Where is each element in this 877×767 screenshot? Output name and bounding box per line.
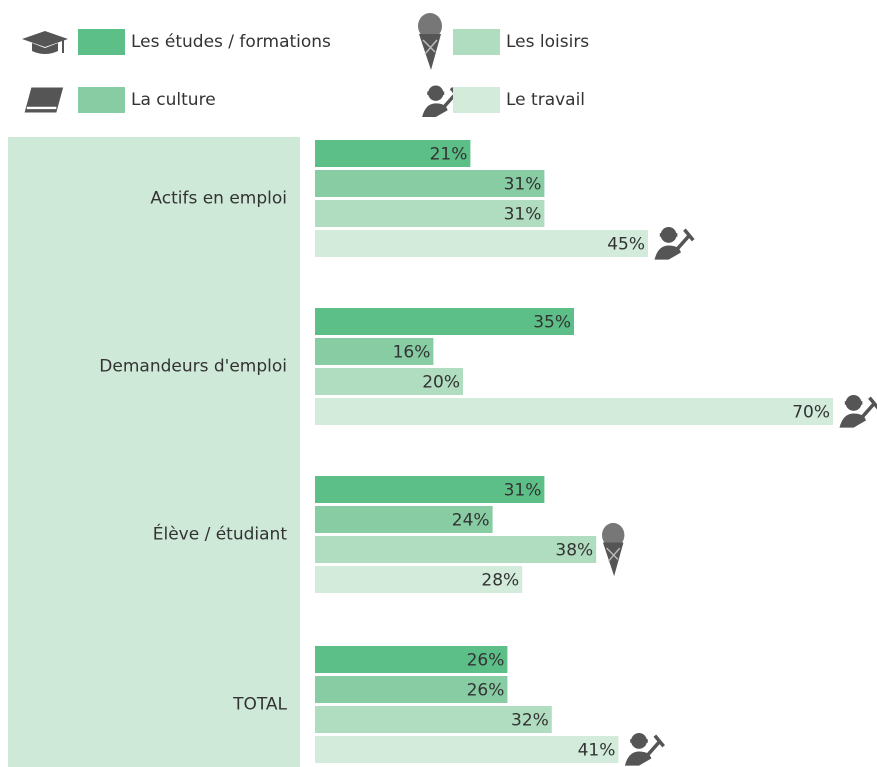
- icon: [23, 86, 65, 114]
- bar: [315, 706, 552, 733]
- category-label: Demandeurs d'emploi: [99, 357, 287, 377]
- bar: [315, 368, 463, 395]
- value-label: 35%: [533, 313, 571, 333]
- value-label: 20%: [422, 373, 460, 393]
- value-label: 26%: [467, 681, 505, 701]
- legend-label: Les études / formations: [131, 32, 331, 52]
- icon: [22, 31, 68, 54]
- bar: [315, 566, 523, 593]
- value-label: 21%: [430, 145, 468, 165]
- legend-swatch: [78, 87, 125, 113]
- icon: [837, 393, 877, 428]
- value-label: 24%: [452, 511, 490, 531]
- bar: [315, 506, 493, 533]
- category-label: Élève / étudiant: [153, 523, 288, 545]
- icon: [623, 731, 666, 766]
- value-label: 31%: [504, 205, 542, 225]
- legend-swatch: [453, 87, 500, 113]
- value-label: 45%: [607, 235, 645, 255]
- bar: [315, 736, 619, 763]
- bar: [315, 308, 574, 335]
- value-label: 32%: [511, 711, 549, 731]
- bar: [315, 398, 833, 425]
- category-panel: [8, 137, 300, 767]
- bar: [315, 140, 471, 167]
- value-label: 70%: [792, 403, 830, 423]
- value-label: 26%: [467, 651, 505, 671]
- icon: [417, 12, 443, 71]
- category-label: Actifs en emploi: [150, 189, 287, 209]
- value-label: 41%: [578, 741, 616, 761]
- value-label: 31%: [504, 175, 542, 195]
- bar: [315, 536, 597, 563]
- legend-label: Les loisirs: [506, 32, 589, 52]
- bar: [315, 646, 508, 673]
- bar: [315, 170, 545, 197]
- bar: [315, 676, 508, 703]
- legend-swatch: [453, 29, 500, 55]
- value-label: 16%: [393, 343, 431, 363]
- bar: [315, 476, 545, 503]
- bar: [315, 230, 648, 257]
- legend-label: Le travail: [506, 90, 585, 110]
- bar: [315, 200, 545, 227]
- icon: [601, 522, 626, 577]
- value-label: 31%: [504, 481, 542, 501]
- value-label: 28%: [481, 571, 519, 591]
- value-label: 38%: [555, 541, 593, 561]
- legend-swatch: [78, 29, 125, 55]
- icon: [652, 225, 695, 260]
- bar: [315, 338, 434, 365]
- category-label: TOTAL: [232, 695, 287, 715]
- legend-label: La culture: [131, 90, 216, 110]
